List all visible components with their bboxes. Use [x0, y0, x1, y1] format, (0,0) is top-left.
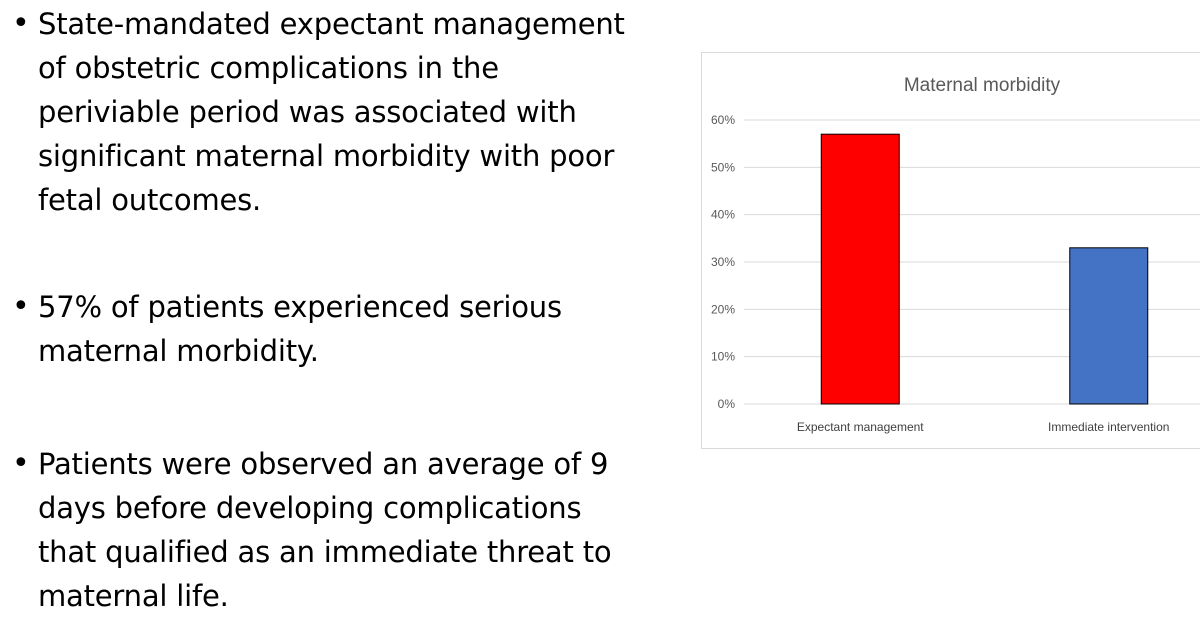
bullet-line: days before developing complications	[38, 491, 582, 525]
bullet-marker: •	[12, 289, 30, 324]
chart-panel: Maternal morbidity 0% 10% 20% 30% 40% 50% 60% Ex…	[701, 52, 1200, 449]
bullet-line: that qualified as an immediate threat to	[38, 535, 612, 569]
chart-title: Maternal morbidity	[904, 75, 1061, 96]
bullet-line: significant maternal morbidity with poor	[38, 139, 615, 173]
bullet-line: of obstetric complications in the	[38, 51, 499, 85]
y-tick-label: 50%	[711, 160, 735, 174]
bullet-line: maternal life.	[38, 579, 229, 613]
bullet-line: 57% of patients experienced serious	[38, 290, 562, 324]
x-tick-label: Expectant management	[797, 420, 924, 434]
bullet-line: maternal morbidity.	[38, 334, 319, 368]
bullet-item-1: • State-mandated expectant management of…	[10, 2, 700, 222]
x-tick-label: Immediate intervention	[1048, 420, 1169, 434]
y-tick-label: 20%	[711, 302, 735, 316]
bullet-line: periviable period was associated with	[38, 95, 577, 129]
y-tick-label: 60%	[711, 113, 735, 127]
y-tick-label: 0%	[718, 397, 736, 411]
bar	[1069, 247, 1149, 405]
bar	[820, 133, 900, 405]
bar-chart: Maternal morbidity 0% 10% 20% 30% 40% 50% 60% Ex…	[711, 75, 1200, 434]
bullet-line: fetal outcomes.	[38, 183, 262, 217]
y-tick-label: 30%	[711, 255, 735, 269]
y-tick-label: 10%	[711, 350, 735, 364]
bullet-text: Patients were observed an average of 9 d…	[38, 442, 688, 618]
bullet-item-3: • Patients were observed an average of 9…	[10, 442, 700, 618]
bullet-line: Patients were observed an average of 9	[38, 447, 609, 481]
y-tick-label: 40%	[711, 208, 735, 222]
bullet-text: State-mandated expectant management of o…	[38, 2, 688, 222]
bullet-item-2: • 57% of patients experienced serious ma…	[10, 285, 700, 373]
bullet-text: 57% of patients experienced serious mate…	[38, 285, 688, 373]
bullet-marker: •	[12, 446, 30, 481]
bullet-line: State-mandated expectant management	[38, 7, 625, 41]
bullet-marker: •	[12, 6, 30, 41]
